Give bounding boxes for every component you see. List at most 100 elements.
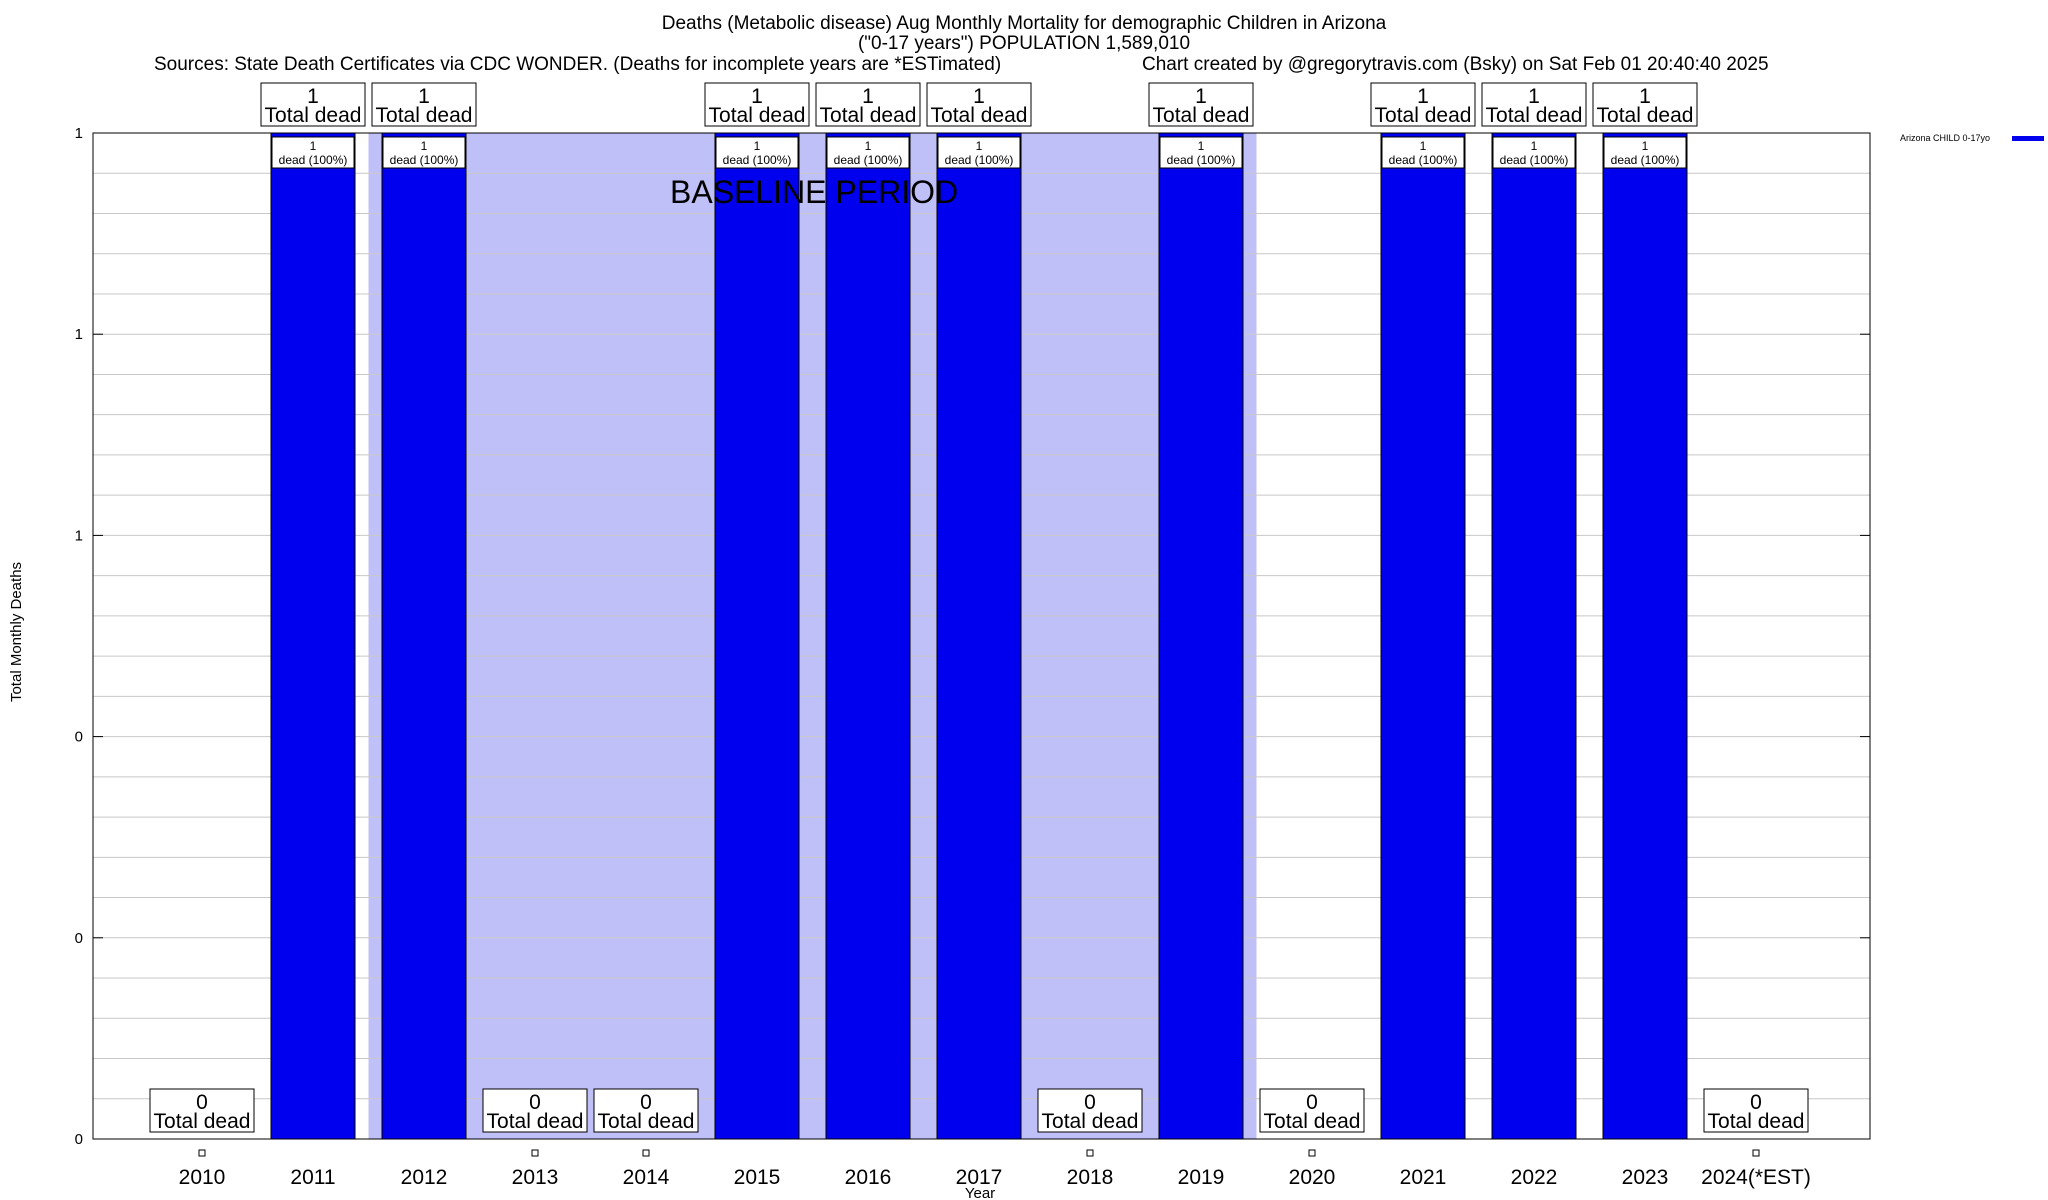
y-tick-label: 0 [75, 729, 83, 746]
zero-marker-2013 [531, 1149, 539, 1157]
total-label-box [593, 1088, 699, 1133]
inner-label-count: 1 [310, 139, 317, 153]
inner-label-box [937, 136, 1021, 169]
inner-label-count: 1 [1420, 139, 1427, 153]
total-label-box [260, 82, 366, 127]
total-label-text: Total dead [1042, 1110, 1139, 1133]
inner-label-text: dead (100%) [1167, 153, 1236, 167]
total-label-text: Total dead [820, 104, 917, 127]
bar-2019 [1158, 132, 1244, 1140]
total-label-box [704, 82, 810, 127]
inner-label-text: dead (100%) [834, 153, 903, 167]
legend-swatch [2012, 136, 2044, 141]
x-tick-label-2015: 2015 [734, 1166, 781, 1189]
total-label-text: Total dead [1597, 104, 1694, 127]
bar-2023 [1602, 132, 1688, 1140]
total-label-text: Total dead [154, 1110, 251, 1133]
total-label-count: 1 [1528, 85, 1540, 108]
total-label-text: Total dead [265, 104, 362, 127]
total-label-box [1592, 82, 1698, 127]
bar-2022 [1491, 132, 1577, 1140]
total-label-text: Total dead [1375, 104, 1472, 127]
total-label-count: 1 [862, 85, 874, 108]
inner-label-box [1603, 136, 1687, 169]
inner-label-box [715, 136, 799, 169]
x-tick-label-2021: 2021 [1400, 1166, 1447, 1189]
inner-label-box [1492, 136, 1576, 169]
total-label-text: Total dead [598, 1110, 695, 1133]
x-tick-label-2020: 2020 [1289, 1166, 1336, 1189]
total-label-box [815, 82, 921, 127]
total-label-count: 1 [751, 85, 763, 108]
bar-2017 [936, 132, 1022, 1140]
x-tick-label-2019: 2019 [1178, 1166, 1225, 1189]
bar-2016 [825, 132, 911, 1140]
total-label-text: Total dead [1153, 104, 1250, 127]
bar-2012 [381, 132, 467, 1140]
x-tick-label-2024(*EST): 2024(*EST) [1701, 1166, 1811, 1189]
total-label-count: 1 [1417, 85, 1429, 108]
inner-label-count: 1 [976, 139, 983, 153]
total-label-count: 1 [418, 85, 430, 108]
inner-label-count: 1 [865, 139, 872, 153]
total-label-text: Total dead [931, 104, 1028, 127]
inner-label-box [1381, 136, 1465, 169]
total-label-box [1481, 82, 1587, 127]
total-label-box [371, 82, 477, 127]
total-label-count: 1 [973, 85, 985, 108]
chart-credit: Chart created by @gregorytravis.com (Bsk… [1142, 54, 1769, 75]
x-axis-label: Year [965, 1185, 995, 1200]
inner-label-count: 1 [754, 139, 761, 153]
inner-label-text: dead (100%) [945, 153, 1014, 167]
chart-title: Deaths (Metabolic disease) Aug Monthly M… [661, 13, 1387, 34]
total-label-count: 1 [307, 85, 319, 108]
inner-label-count: 1 [1642, 139, 1649, 153]
x-tick-label-2022: 2022 [1511, 1166, 1558, 1189]
inner-label-text: dead (100%) [1611, 153, 1680, 167]
legend-label: Arizona CHILD 0-17yo [1900, 133, 1990, 143]
chart-title-line2: ("0-17 years") POPULATION 1,589,010 [857, 33, 1191, 54]
inner-label-text: dead (100%) [1500, 153, 1569, 167]
y-tick-label: 1 [75, 125, 83, 142]
inner-label-box [382, 136, 466, 169]
y-tick-label: 1 [75, 326, 83, 343]
x-tick-label-2016: 2016 [845, 1166, 892, 1189]
total-label-text: Total dead [1486, 104, 1583, 127]
total-label-text: Total dead [487, 1110, 584, 1133]
total-label-box [926, 82, 1032, 127]
total-label-box [1148, 82, 1254, 127]
total-label-box [1370, 82, 1476, 127]
inner-label-text: dead (100%) [279, 153, 348, 167]
inner-label-box [1159, 136, 1243, 169]
x-tick-label-2012: 2012 [401, 1166, 448, 1189]
total-label-count: 0 [1084, 1091, 1096, 1114]
inner-label-count: 1 [421, 139, 428, 153]
x-tick-label-2014: 2014 [623, 1166, 670, 1189]
y-tick-label: 0 [75, 1131, 83, 1148]
total-label-box [1037, 1088, 1143, 1133]
total-label-text: Total dead [1264, 1110, 1361, 1133]
x-tick-label-2013: 2013 [512, 1166, 559, 1189]
plot-frame [92, 132, 1871, 1140]
y-tick-label: 1 [75, 527, 83, 544]
total-label-box [149, 1088, 255, 1133]
total-label-box [1259, 1088, 1365, 1133]
total-label-text: Total dead [1708, 1110, 1805, 1133]
zero-marker-2018 [1086, 1149, 1094, 1157]
y-axis-label: Total Monthly Deaths [8, 562, 25, 702]
